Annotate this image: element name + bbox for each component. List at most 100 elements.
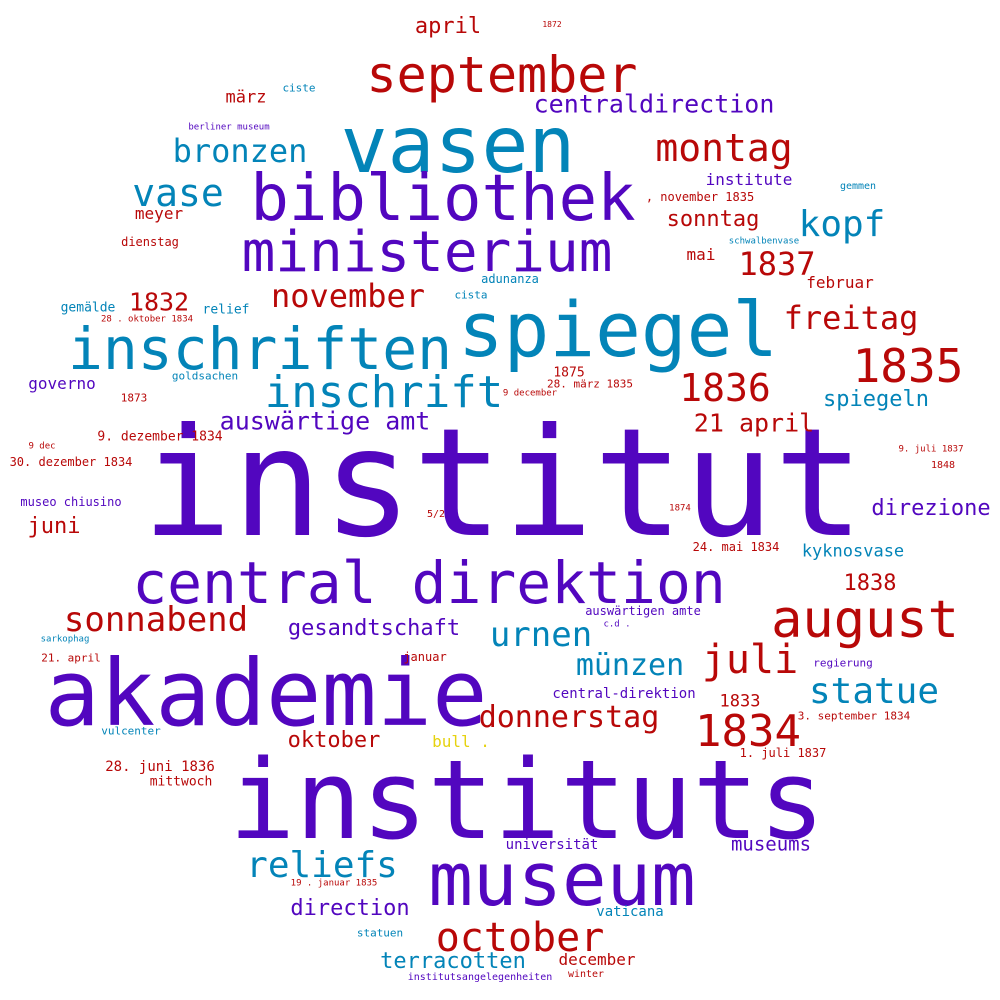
word: dienstag <box>121 235 179 249</box>
word: auswärtige amt <box>219 406 431 436</box>
word: 30. dezember 1834 <box>9 455 133 469</box>
word: 9 dec <box>28 441 56 452</box>
word: 3. september 1834 <box>797 709 911 723</box>
word: märz <box>225 87 267 108</box>
word: institutsangelegenheiten <box>407 972 553 983</box>
word: donnerstag <box>478 700 660 735</box>
word: gemälde <box>60 300 116 316</box>
word: auswärtigen amte <box>585 604 701 618</box>
word: 19 . januar 1835 <box>290 878 378 889</box>
word: october <box>435 915 605 961</box>
word: inschriften <box>67 315 453 383</box>
word: bronzen <box>172 132 308 170</box>
word: december <box>558 950 636 969</box>
word: februar <box>806 273 874 292</box>
word: museo chiusino <box>20 495 122 509</box>
word: august <box>771 590 959 650</box>
word: museums <box>730 833 812 856</box>
word: akademie <box>44 640 488 747</box>
word: november <box>270 277 426 315</box>
word: 28. juni 1836 <box>105 759 215 775</box>
word: gemmen <box>839 181 877 192</box>
word: 1873 <box>120 391 148 405</box>
word: institut <box>141 397 865 571</box>
word: 1875 <box>553 365 585 381</box>
word: mittwoch <box>149 774 213 790</box>
word: sonnabend <box>63 600 249 640</box>
word: 1832 <box>128 287 190 317</box>
word: 9. dezember 1834 <box>97 429 223 445</box>
word: freitag <box>783 299 919 337</box>
word: april <box>414 14 482 39</box>
word: 1835 <box>852 339 964 393</box>
word: ciste <box>282 81 316 95</box>
word: spiegeln <box>823 387 929 412</box>
word: vaticana <box>596 904 664 920</box>
word: 21 april <box>693 408 815 438</box>
word: meyer <box>134 204 184 223</box>
word: 1848 <box>930 460 956 471</box>
word: urnen <box>489 615 593 655</box>
word: reliefs <box>246 845 398 886</box>
word: adunanza <box>481 272 539 286</box>
word: 24. mai 1834 <box>692 540 780 554</box>
word: terracotten <box>380 949 526 974</box>
word: vasen <box>340 101 576 191</box>
word: 1834 <box>695 706 801 757</box>
word: goldsachen <box>171 369 239 383</box>
word: bibliothek <box>250 162 636 236</box>
word: oktober <box>287 728 381 753</box>
word: montag <box>655 126 793 170</box>
word: 1838 <box>843 571 897 596</box>
word: relief <box>202 302 250 318</box>
word: spiegel <box>457 285 779 374</box>
word: direzione <box>871 496 991 521</box>
word: vulcenter <box>101 724 161 738</box>
word: 1874 <box>669 503 691 514</box>
word: münzen <box>575 648 685 683</box>
word: winter <box>567 969 605 980</box>
word: 21. april <box>41 651 101 665</box>
word: museum <box>428 837 696 923</box>
word: central direktion <box>132 549 726 617</box>
word: mai <box>686 245 716 264</box>
word: gesandtschaft <box>287 616 461 641</box>
word: direction <box>290 896 410 921</box>
word: september <box>366 46 638 104</box>
word: cista <box>454 288 488 302</box>
word: 1836 <box>679 366 771 410</box>
word: schwalbenvase <box>728 236 800 247</box>
word: 1837 <box>738 245 816 283</box>
word: kopf <box>798 204 886 245</box>
word: governo <box>28 374 96 393</box>
word: 1872 <box>542 20 562 29</box>
word: berliner museum <box>188 122 270 133</box>
word: sarkophag <box>40 634 90 645</box>
word: 1. juli 1837 <box>739 746 827 760</box>
word: centraldirection <box>533 89 775 119</box>
word: 28 . oktober 1834 <box>100 314 194 325</box>
word: statue <box>808 671 940 712</box>
word: central-direktion <box>552 686 696 702</box>
word: bull . <box>432 732 490 751</box>
word: 1833 <box>719 691 761 712</box>
word: instituts <box>228 736 826 864</box>
word: 9 december <box>502 388 558 399</box>
word: regierung <box>813 656 873 670</box>
word: universität <box>505 837 599 853</box>
word: juli <box>701 637 799 683</box>
word: vase <box>132 171 224 215</box>
word: c.d . <box>603 619 631 630</box>
word: sonntag <box>666 207 760 232</box>
word: 5/2 <box>426 509 446 520</box>
word: , november 1835 <box>645 190 755 204</box>
word: juni <box>27 514 81 539</box>
word: statuen <box>356 926 404 940</box>
word: 28. märz 1835 <box>546 377 634 391</box>
word: ministerium <box>241 220 613 285</box>
word: 9. juli 1837 <box>898 444 964 455</box>
word: kyknosvase <box>801 541 905 562</box>
word: inschrift <box>264 367 504 418</box>
word: institute <box>705 170 793 189</box>
